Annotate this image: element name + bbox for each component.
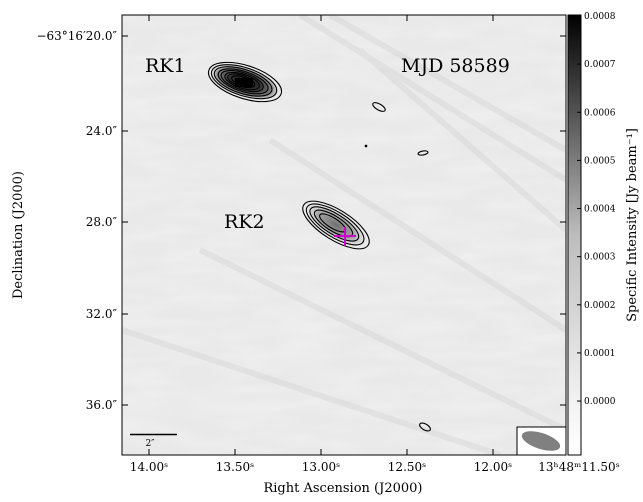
- colorbar-tick-label: 0.0005: [584, 156, 616, 166]
- noise-contour: [417, 150, 429, 156]
- y-tick-label: 36.0″: [86, 398, 118, 412]
- source-rk1: [207, 61, 283, 103]
- plot-frame: [121, 14, 567, 456]
- colorbar-tick-label: 0.0007: [584, 60, 616, 70]
- y-axis: −63°16′20.0″ 24.0″ 28.0″ 32.0″ 36.0″: [36, 29, 566, 412]
- x-axis: 14.00ˢ 13.50ˢ 13.00ˢ 12.50ˢ 12.00ˢ 13ʰ48ᵐ11.5…: [130, 15, 620, 474]
- colorbar-tick-label: 0.0001: [584, 349, 616, 359]
- label-epoch: MJD 58589: [401, 55, 510, 77]
- x-axis-label: Right Ascension (J2000): [263, 481, 422, 496]
- x-tick-label: 14.00ˢ: [130, 460, 168, 474]
- y-tick-label: 32.0″: [86, 307, 118, 321]
- label-rk1: RK1: [145, 55, 186, 77]
- intensity-image: 2″ RK1 RK2 MJD 58589: [122, 15, 566, 455]
- colorbar-tick-label: 0.0002: [584, 301, 616, 311]
- scale-bar-label: 2″: [145, 439, 155, 449]
- noise-contour: [364, 144, 368, 148]
- colorbar-tick-label: 0.0000: [584, 397, 616, 407]
- colorbar-tick-label: 0.0006: [584, 108, 616, 118]
- noise-contours: [364, 102, 431, 432]
- x-tick-label: 13.00ˢ: [302, 460, 340, 474]
- label-rk2: RK2: [224, 211, 265, 233]
- position-marker: [334, 227, 356, 246]
- noise-contour: [372, 102, 386, 112]
- x-tick-label: 12.00ˢ: [474, 460, 512, 474]
- x-tick-label: 12.50ˢ: [388, 460, 426, 474]
- noise-contour: [419, 422, 431, 432]
- colorbar-tick-label: 0.0008: [584, 12, 616, 22]
- x-tick-label: 13ʰ48ᵐ11.50ˢ: [538, 460, 620, 474]
- y-tick-label: 28.0″: [86, 215, 118, 229]
- colorbar-tick-label: 0.0003: [584, 253, 616, 263]
- y-tick-label: −63°16′20.0″: [36, 29, 117, 43]
- colorbar-tick-label: 0.0004: [584, 205, 616, 215]
- y-axis-label: Declination (J2000): [11, 171, 26, 299]
- beam-inset: [516, 426, 566, 455]
- y-tick-label: 24.0″: [86, 124, 118, 138]
- x-tick-label: 13.50ˢ: [216, 460, 254, 474]
- colorbar: [567, 14, 582, 456]
- colorbar-label: Specific Intensity [Jy beam⁻¹]: [625, 128, 640, 322]
- scale-bar: 2″: [130, 433, 177, 449]
- colorbar-ticks: 0.0008 0.0007 0.0006 0.0005 0.0004 0.0003 0.00…: [577, 12, 616, 407]
